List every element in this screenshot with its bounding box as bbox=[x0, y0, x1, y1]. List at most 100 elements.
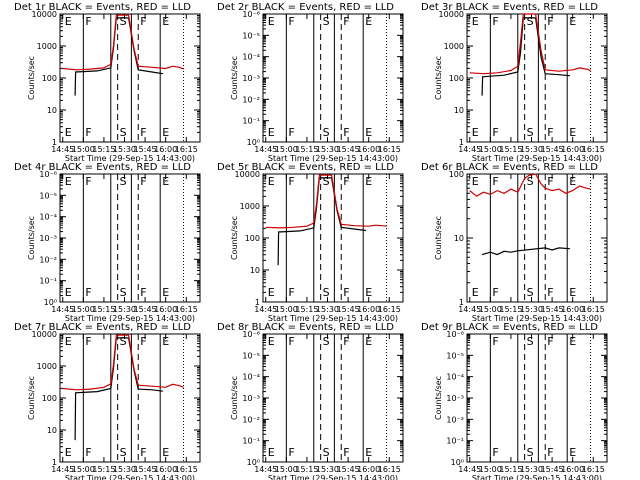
x-axis-label: Start Time (29-Sep-15 14:43:00) bbox=[65, 154, 195, 163]
panel-title: Det 4r BLACK = Events, RED = LLD bbox=[14, 162, 191, 173]
x-tick-label: 16:00 bbox=[357, 305, 380, 314]
plot-frame bbox=[262, 333, 404, 463]
x-tick-label: 15:45 bbox=[337, 465, 360, 474]
marker-label-top: S bbox=[527, 15, 534, 28]
x-tick-label: 16:15 bbox=[378, 465, 401, 474]
panel-title: Det 3r BLACK = Events, RED = LLD bbox=[421, 2, 598, 13]
marker-label-top: S bbox=[527, 335, 534, 348]
chart-panel-9: Det 9r BLACK = Events, RED = LLD 10⁰ 10⁻¹ 1… bbox=[421, 322, 608, 480]
marker-label-top: E bbox=[162, 15, 169, 28]
x-tick-label: 14:45 bbox=[51, 465, 74, 474]
y-tick-label: 10000 bbox=[235, 170, 260, 179]
panel-title: Det 6r BLACK = Events, RED = LLD bbox=[421, 162, 598, 173]
x-tick-label: 15:45 bbox=[541, 465, 564, 474]
x-tick-label: 15:15 bbox=[92, 145, 115, 154]
series-line-events bbox=[481, 17, 570, 96]
x-tick-label: 15:15 bbox=[295, 465, 318, 474]
marker-label-top: E bbox=[365, 175, 372, 188]
marker-label-top: E bbox=[65, 335, 72, 348]
marker-label-bottom: E bbox=[365, 446, 372, 459]
marker-label-bottom: S bbox=[527, 286, 534, 299]
marker-label-top: F bbox=[492, 15, 498, 28]
y-tick-label: 10⁻⁶ bbox=[446, 330, 464, 339]
y-tick-label: 10 bbox=[250, 266, 260, 275]
y-axis-label: Counts/sec bbox=[230, 216, 239, 260]
y-tick-label: 10⁻¹ bbox=[39, 277, 57, 286]
marker-label-top: E bbox=[268, 15, 275, 28]
marker-label-bottom: E bbox=[365, 286, 372, 299]
x-axis-label: Start Time (29-Sep-15 14:43:00) bbox=[65, 314, 195, 323]
x-tick-label: 15:00 bbox=[479, 305, 502, 314]
marker-label-bottom: E bbox=[65, 126, 72, 139]
marker-label-top: F bbox=[343, 335, 349, 348]
x-tick-label: 15:45 bbox=[134, 305, 157, 314]
x-axis-label: Start Time (29-Sep-15 14:43:00) bbox=[65, 474, 195, 480]
y-tick-label: 10000 bbox=[32, 330, 57, 339]
plot-frame bbox=[59, 173, 201, 303]
marker-label-bottom: S bbox=[527, 126, 534, 139]
plot-frame bbox=[59, 333, 201, 463]
marker-label-bottom: S bbox=[323, 446, 330, 459]
y-tick-label: 10⁻⁶ bbox=[242, 330, 260, 339]
marker-label-bottom: F bbox=[140, 446, 146, 459]
marker-label-top: E bbox=[268, 335, 275, 348]
x-tick-label: 15:45 bbox=[541, 305, 564, 314]
x-axis-label: Start Time (29-Sep-15 14:43:00) bbox=[472, 154, 602, 163]
marker-label-bottom: E bbox=[569, 446, 576, 459]
panel-title: Det 1r BLACK = Events, RED = LLD bbox=[14, 2, 191, 13]
marker-label-top: E bbox=[162, 175, 169, 188]
y-tick-label: 10⁻⁴ bbox=[446, 373, 464, 382]
marker-label-bottom: F bbox=[492, 286, 498, 299]
marker-label-top: F bbox=[343, 15, 349, 28]
x-tick-label: 15:15 bbox=[295, 305, 318, 314]
y-tick-label: 1 bbox=[459, 138, 464, 147]
marker-label-bottom: E bbox=[268, 286, 275, 299]
x-tick-label: 15:30 bbox=[113, 305, 136, 314]
y-tick-label: 10⁻³ bbox=[39, 234, 57, 243]
marker-label-bottom: E bbox=[472, 126, 479, 139]
x-tick-label: 16:00 bbox=[561, 145, 584, 154]
x-tick-label: 15:00 bbox=[275, 145, 298, 154]
y-axis-label: Counts/sec bbox=[230, 376, 239, 420]
y-tick-label: 100 bbox=[42, 394, 57, 403]
x-tick-label: 14:45 bbox=[254, 465, 277, 474]
x-tick-label: 15:00 bbox=[479, 465, 502, 474]
marker-label-bottom: F bbox=[547, 446, 553, 459]
marker-label-top: E bbox=[65, 15, 72, 28]
x-tick-label: 15:45 bbox=[134, 145, 157, 154]
x-axis-label: Start Time (29-Sep-15 14:43:00) bbox=[472, 314, 602, 323]
x-tick-label: 15:00 bbox=[72, 305, 95, 314]
y-tick-label: 1 bbox=[52, 138, 57, 147]
y-tick-label: 1 bbox=[52, 458, 57, 467]
marker-label-top: F bbox=[140, 15, 146, 28]
y-axis-label: Counts/sec bbox=[434, 56, 443, 100]
y-tick-label: 10⁻² bbox=[242, 415, 260, 424]
x-tick-label: 16:15 bbox=[582, 305, 605, 314]
y-tick-label: 10⁻⁶ bbox=[39, 170, 57, 179]
marker-label-bottom: E bbox=[365, 126, 372, 139]
marker-label-bottom: F bbox=[140, 126, 146, 139]
series-line-lld bbox=[62, 334, 184, 391]
y-axis-label: Counts/sec bbox=[434, 216, 443, 260]
x-tick-label: 14:45 bbox=[458, 465, 481, 474]
marker-label-bottom: F bbox=[85, 286, 91, 299]
plot-frame bbox=[262, 173, 404, 303]
y-tick-label: 10⁰ bbox=[451, 458, 464, 467]
x-axis-label: Start Time (29-Sep-15 14:43:00) bbox=[268, 314, 398, 323]
marker-label-top: F bbox=[140, 335, 146, 348]
marker-label-bottom: E bbox=[268, 446, 275, 459]
marker-label-bottom: F bbox=[288, 286, 294, 299]
y-tick-label: 10000 bbox=[439, 10, 464, 19]
y-tick-label: 10⁻¹ bbox=[446, 437, 464, 446]
y-tick-label: 1000 bbox=[444, 42, 464, 51]
marker-label-bottom: S bbox=[527, 446, 534, 459]
y-tick-label: 10⁰ bbox=[247, 458, 260, 467]
y-tick-label: 10 bbox=[454, 234, 464, 243]
y-tick-label: 100 bbox=[449, 170, 464, 179]
y-tick-label: 10⁰ bbox=[247, 138, 260, 147]
marker-label-top: E bbox=[365, 15, 372, 28]
y-tick-label: 10⁻⁴ bbox=[242, 373, 260, 382]
x-tick-label: 16:00 bbox=[154, 305, 177, 314]
y-tick-label: 10⁻³ bbox=[242, 74, 260, 83]
